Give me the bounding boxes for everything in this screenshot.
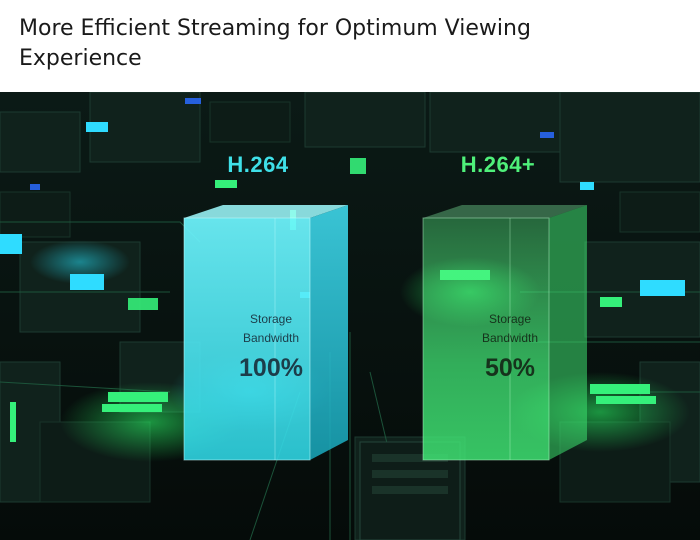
codec-label-h264-plus: H.264+ [460, 152, 536, 177]
codec-label-h264: H.264 [227, 152, 289, 177]
bandwidth-label: Bandwidth [242, 331, 300, 345]
storage-label: Storage [249, 312, 293, 326]
h264-plus-stats: Storage Bandwidth 50% [450, 310, 570, 383]
storage-label: Storage [488, 312, 532, 326]
h264-block [183, 205, 348, 461]
page-title: More Efficient Streaming for Optimum Vie… [19, 16, 531, 71]
percent-value: 100% [239, 354, 303, 382]
h264-plus-block [422, 205, 587, 461]
header: More Efficient Streaming for Optimum Vie… [0, 0, 700, 92]
hero-banner: H.264 H.264+ Storage Bandwidth 100% Stor… [0, 92, 700, 540]
bandwidth-label: Bandwidth [481, 331, 539, 345]
percent-value: 50% [484, 354, 536, 382]
h264-stats: Storage Bandwidth 100% [211, 310, 331, 383]
circuit-board-background [0, 92, 700, 540]
